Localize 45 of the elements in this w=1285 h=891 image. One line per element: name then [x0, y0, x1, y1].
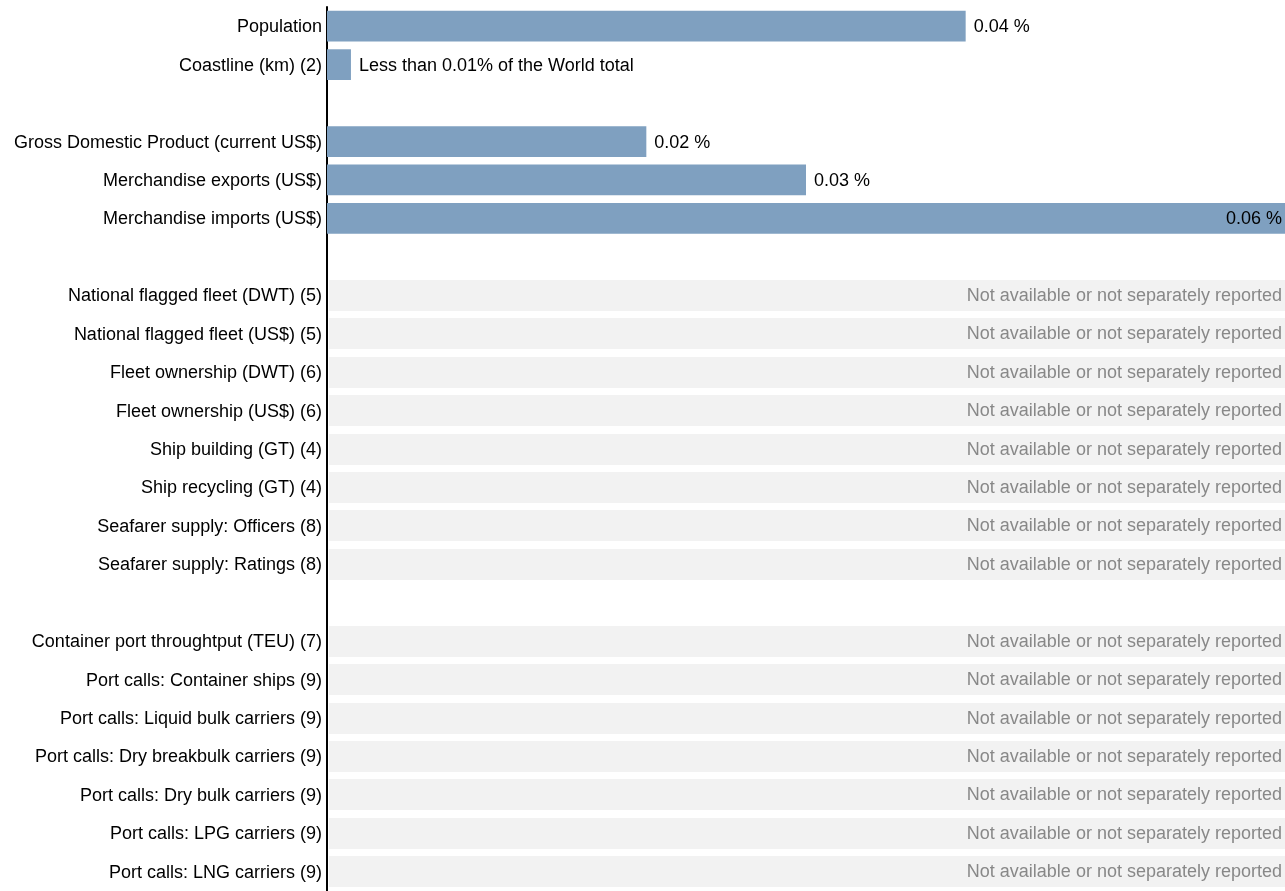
band-label: Not available or not separately reported [329, 740, 1285, 772]
y-tick-label: Port calls: Liquid bulk carriers (9) [59, 708, 322, 729]
band-label: Not available or not separately reported [329, 702, 1285, 734]
y-tick-label: Port calls: LNG carriers (9) [108, 861, 322, 882]
band-label: Not available or not separately reported [329, 318, 1285, 350]
data-label: Less than 0.01% of the World total [358, 54, 634, 75]
y-tick-label: National flagged fleet (US$) (5) [73, 323, 322, 344]
y-tick-label: Port calls: Dry breakbulk carriers (9) [34, 746, 322, 767]
data-label: 0.06 % [1225, 208, 1282, 229]
y-tick-label: National flagged fleet (DWT) (5) [67, 285, 322, 306]
y-tick-label: Port calls: LPG carriers (9) [109, 823, 322, 844]
y-tick-label: Merchandise imports (US$) [102, 208, 322, 229]
y-tick-label: Port calls: Container ships (9) [85, 669, 322, 690]
band-label: Not available or not separately reported [329, 779, 1285, 811]
y-tick-label: Merchandise exports (US$) [102, 169, 322, 190]
data-label: 0.04 % [973, 16, 1030, 37]
y-tick-label: Fleet ownership (US$) (6) [115, 400, 322, 421]
band-label: Not available or not separately reported [329, 471, 1285, 503]
band-label: Not available or not separately reported [329, 856, 1285, 888]
bar [327, 126, 647, 157]
y-tick-label: Ship recycling (GT) (4) [140, 477, 322, 498]
bar [327, 164, 806, 196]
band-label: Not available or not separately reported [329, 356, 1285, 388]
data-label: 0.03 % [814, 169, 871, 190]
band-label: Not available or not separately reported [329, 433, 1285, 465]
band-label: Not available or not separately reported [329, 664, 1285, 696]
bar [327, 49, 351, 81]
y-tick-label: Gross Domestic Product (current US$) [13, 131, 322, 152]
band-label: Not available or not separately reported [329, 548, 1285, 580]
y-tick-label: Ship building (GT) (4) [149, 439, 322, 459]
y-tick-label: Coastline (km) (2) [178, 54, 322, 75]
y-tick-label: Port calls: Dry bulk carriers (9) [79, 784, 322, 805]
y-tick-label: Population [236, 16, 322, 37]
y-tick-label: Fleet ownership (DWT) (6) [109, 362, 322, 383]
band-label: Not available or not separately reported [329, 510, 1285, 542]
y-tick-label: Seafarer supply: Officers (8) [97, 515, 322, 536]
band-label: Not available or not separately reported [329, 625, 1285, 657]
bar [327, 203, 1285, 234]
band-label: Not available or not separately reported [329, 279, 1285, 311]
bar [327, 10, 966, 42]
band-label: Not available or not separately reported [329, 395, 1285, 427]
data-label: 0.02 % [654, 131, 711, 152]
y-tick-label: Container port throughtput (TEU) (7) [31, 631, 322, 652]
y-tick-label: Seafarer supply: Ratings (8) [97, 554, 322, 575]
band-label: Not available or not separately reported [329, 817, 1285, 849]
